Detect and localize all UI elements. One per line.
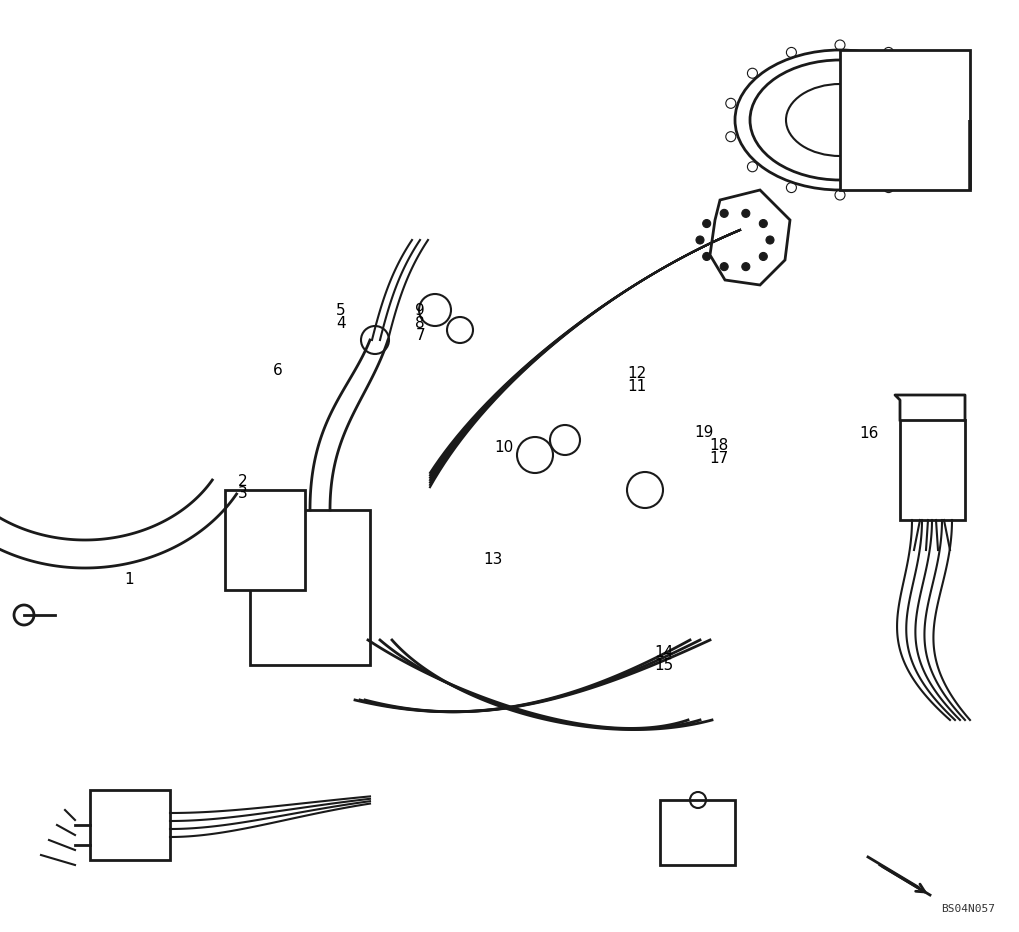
Text: 17: 17 bbox=[709, 451, 728, 466]
Text: BS04N057: BS04N057 bbox=[941, 904, 994, 914]
Circle shape bbox=[702, 220, 710, 227]
Bar bbox=[659, 800, 735, 865]
Text: 5: 5 bbox=[335, 303, 345, 318]
Circle shape bbox=[719, 210, 728, 217]
Text: 15: 15 bbox=[654, 658, 673, 673]
Bar bbox=[899, 420, 964, 520]
Text: 7: 7 bbox=[415, 328, 425, 343]
Ellipse shape bbox=[735, 50, 944, 190]
Circle shape bbox=[758, 253, 766, 260]
Text: 12: 12 bbox=[627, 366, 645, 381]
Bar bbox=[90, 790, 170, 860]
Circle shape bbox=[765, 236, 773, 244]
Text: 18: 18 bbox=[709, 438, 728, 453]
Text: 8: 8 bbox=[415, 316, 425, 331]
Text: 1: 1 bbox=[124, 572, 135, 587]
Circle shape bbox=[719, 263, 728, 270]
Text: 3: 3 bbox=[237, 487, 248, 501]
Text: 2: 2 bbox=[237, 474, 248, 489]
Text: 11: 11 bbox=[627, 379, 645, 394]
Text: 19: 19 bbox=[694, 425, 712, 440]
Bar bbox=[250, 510, 370, 665]
Text: 10: 10 bbox=[494, 440, 513, 455]
Circle shape bbox=[741, 210, 749, 217]
Text: 13: 13 bbox=[483, 552, 501, 567]
Circle shape bbox=[758, 220, 766, 227]
Text: 6: 6 bbox=[272, 363, 282, 377]
Circle shape bbox=[702, 253, 710, 260]
Text: 16: 16 bbox=[859, 426, 877, 441]
Bar bbox=[225, 490, 305, 590]
Circle shape bbox=[741, 263, 749, 270]
Text: 4: 4 bbox=[335, 316, 345, 331]
Polygon shape bbox=[709, 190, 790, 285]
Text: 14: 14 bbox=[654, 645, 673, 660]
Ellipse shape bbox=[749, 60, 929, 180]
Bar bbox=[840, 50, 969, 190]
Ellipse shape bbox=[786, 84, 893, 156]
Circle shape bbox=[695, 236, 703, 244]
Text: 9: 9 bbox=[415, 303, 425, 318]
